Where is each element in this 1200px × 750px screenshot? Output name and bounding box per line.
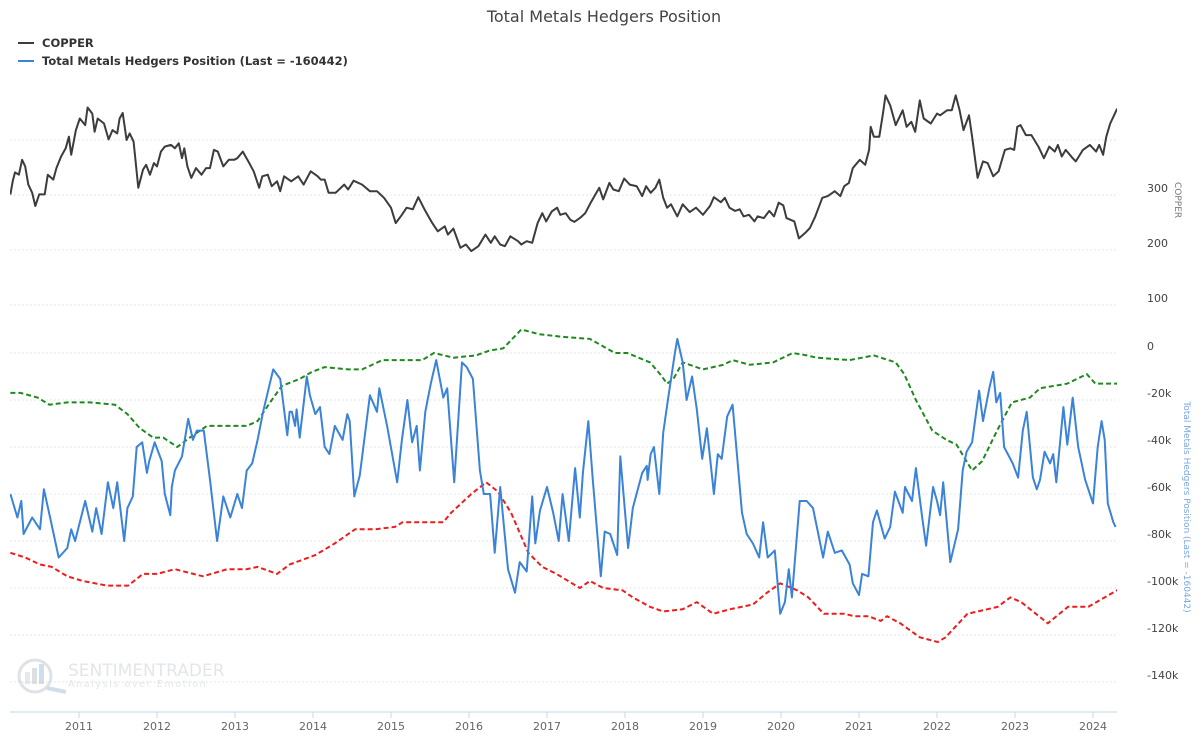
legend-hedgers[interactable]: Total Metals Hedgers Position (Last = -1… bbox=[42, 54, 348, 68]
hedgers-tick-label: 0 bbox=[1147, 340, 1154, 353]
copper-tick-label: 100 bbox=[1147, 292, 1168, 305]
x-tick-label: 2017 bbox=[533, 720, 561, 733]
legend-copper[interactable]: COPPER bbox=[42, 36, 94, 50]
x-tick-label: 2016 bbox=[455, 720, 483, 733]
hedgers-position-line bbox=[10, 337, 1117, 615]
x-tick-label: 2019 bbox=[689, 720, 717, 733]
x-axis-ticks: 2011 2012 2013 2014 2015 2016 2017 2018 2019 2020… bbox=[65, 712, 1107, 733]
x-tick-label: 2022 bbox=[923, 720, 951, 733]
legend[interactable]: COPPER Total Metals Hedgers Position (La… bbox=[18, 36, 348, 68]
magnifier-handle-icon bbox=[46, 686, 67, 694]
hedgers-tick-label: -40k bbox=[1147, 434, 1172, 447]
x-tick-label: 2014 bbox=[299, 720, 327, 733]
watermark-logo: SENTIMENTRADER Analysis over Emotion bbox=[17, 658, 225, 694]
watermark-tagline: Analysis over Emotion bbox=[68, 679, 207, 690]
x-tick-label: 2021 bbox=[845, 720, 873, 733]
chart-title: Total Metals Hedgers Position bbox=[486, 7, 721, 26]
x-tick-label: 2020 bbox=[767, 720, 795, 733]
gridlines bbox=[10, 139, 1117, 683]
hedgers-tick-label: -20k bbox=[1147, 387, 1172, 400]
copper-tick-label: 300 bbox=[1147, 182, 1168, 195]
x-tick-label: 2018 bbox=[611, 720, 639, 733]
hedgers-tick-label: -80k bbox=[1147, 528, 1172, 541]
hedgers-tick-label: -140k bbox=[1147, 669, 1179, 682]
logo-ring-icon bbox=[17, 658, 53, 694]
plot-area[interactable] bbox=[10, 94, 1164, 643]
y-axis-ticks: 300 200 100 0 -20k -40k -60k -80k -100k -120k -140… bbox=[1147, 182, 1179, 682]
hedgers-axis-title: Total Metals Hedgers Position (Last = -1… bbox=[1181, 400, 1191, 612]
x-tick-label: 2024 bbox=[1079, 720, 1107, 733]
x-tick-label: 2011 bbox=[65, 720, 93, 733]
x-tick-label: 2012 bbox=[143, 720, 171, 733]
copper-axis-title: COPPER bbox=[1172, 182, 1182, 218]
hedgers-tick-label: -60k bbox=[1147, 481, 1172, 494]
hedgers-tick-label: -120k bbox=[1147, 622, 1179, 635]
upper-band-line bbox=[10, 328, 1117, 472]
x-tick-label: 2013 bbox=[221, 720, 249, 733]
copper-line bbox=[10, 94, 1117, 253]
watermark-brand: SENTIMENTRADER bbox=[68, 661, 225, 681]
lower-band-line bbox=[10, 481, 1117, 643]
x-tick-label: 2015 bbox=[377, 720, 405, 733]
hedgers-tick-label: -100k bbox=[1147, 575, 1179, 588]
copper-tick-label: 200 bbox=[1147, 237, 1168, 250]
x-tick-label: 2023 bbox=[1001, 720, 1029, 733]
